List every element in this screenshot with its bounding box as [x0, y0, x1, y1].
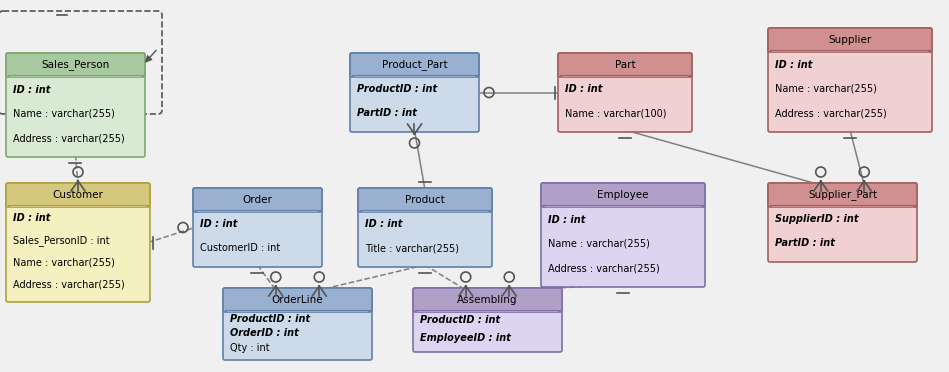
Text: PartID : int: PartID : int [775, 238, 835, 248]
FancyBboxPatch shape [413, 288, 562, 352]
Text: OrderID : int: OrderID : int [230, 328, 299, 338]
Bar [354, 71, 475, 77]
Text: SupplierID : int: SupplierID : int [775, 214, 859, 224]
FancyBboxPatch shape [223, 288, 372, 312]
Text: Product_Part: Product_Part [381, 60, 447, 70]
Text: Order: Order [243, 195, 272, 205]
Text: ID : int: ID : int [548, 215, 586, 225]
Text: Customer: Customer [52, 190, 103, 200]
FancyBboxPatch shape [350, 53, 479, 132]
Bar [562, 71, 688, 77]
Text: Title : varchar(255): Title : varchar(255) [365, 243, 459, 253]
FancyBboxPatch shape [6, 53, 145, 157]
Text: ID : int: ID : int [365, 219, 402, 230]
Text: Supplier_Part: Supplier_Part [808, 190, 877, 201]
Text: Name : varchar(255): Name : varchar(255) [13, 257, 115, 267]
Bar [227, 306, 368, 312]
FancyBboxPatch shape [768, 183, 917, 262]
Text: Employee: Employee [597, 190, 649, 200]
Bar [197, 206, 318, 212]
Text: Name : varchar(100): Name : varchar(100) [565, 108, 666, 118]
FancyBboxPatch shape [558, 53, 692, 77]
Text: ID : int: ID : int [565, 84, 603, 94]
FancyBboxPatch shape [413, 288, 562, 312]
FancyBboxPatch shape [6, 53, 145, 77]
Text: ProductID : int: ProductID : int [230, 314, 310, 324]
Text: Address : varchar(255): Address : varchar(255) [13, 279, 124, 289]
FancyBboxPatch shape [193, 188, 322, 212]
Text: ProductID : int: ProductID : int [420, 315, 500, 326]
FancyBboxPatch shape [768, 183, 917, 207]
Text: ID : int: ID : int [13, 84, 50, 94]
FancyBboxPatch shape [768, 28, 932, 52]
Bar [362, 206, 488, 212]
Bar [10, 201, 146, 207]
Text: Qty : int: Qty : int [230, 343, 270, 353]
Text: Part: Part [615, 60, 635, 70]
Text: Address : varchar(255): Address : varchar(255) [13, 133, 124, 143]
FancyBboxPatch shape [358, 188, 492, 267]
Text: Sales_Person: Sales_Person [42, 60, 110, 70]
FancyBboxPatch shape [193, 188, 322, 267]
Text: Supplier: Supplier [828, 35, 871, 45]
Text: Assembling: Assembling [457, 295, 518, 305]
Text: ID : int: ID : int [775, 60, 812, 70]
Text: OrderLine: OrderLine [271, 295, 324, 305]
Text: Name : varchar(255): Name : varchar(255) [548, 239, 650, 249]
FancyBboxPatch shape [768, 28, 932, 132]
Text: Product: Product [405, 195, 445, 205]
Bar [545, 201, 701, 207]
Text: EmployeeID : int: EmployeeID : int [420, 333, 511, 343]
Text: ID : int: ID : int [200, 219, 237, 230]
FancyBboxPatch shape [223, 288, 372, 360]
Text: ProductID : int: ProductID : int [357, 84, 437, 94]
Bar [417, 306, 558, 312]
Text: Address : varchar(255): Address : varchar(255) [548, 263, 660, 273]
FancyBboxPatch shape [6, 183, 150, 302]
Bar [772, 201, 913, 207]
Bar [10, 71, 141, 77]
FancyBboxPatch shape [6, 183, 150, 207]
Text: Address : varchar(255): Address : varchar(255) [775, 108, 886, 118]
Bar [772, 46, 928, 52]
Text: Name : varchar(255): Name : varchar(255) [13, 109, 115, 119]
FancyBboxPatch shape [358, 188, 492, 212]
FancyBboxPatch shape [541, 183, 705, 287]
Text: ID : int: ID : int [13, 213, 50, 223]
Text: CustomerID : int: CustomerID : int [200, 243, 280, 253]
Text: Name : varchar(255): Name : varchar(255) [775, 84, 877, 94]
FancyBboxPatch shape [558, 53, 692, 132]
FancyBboxPatch shape [541, 183, 705, 207]
Text: PartID : int: PartID : int [357, 108, 417, 118]
FancyBboxPatch shape [350, 53, 479, 77]
Text: Sales_PersonID : int: Sales_PersonID : int [13, 235, 110, 246]
